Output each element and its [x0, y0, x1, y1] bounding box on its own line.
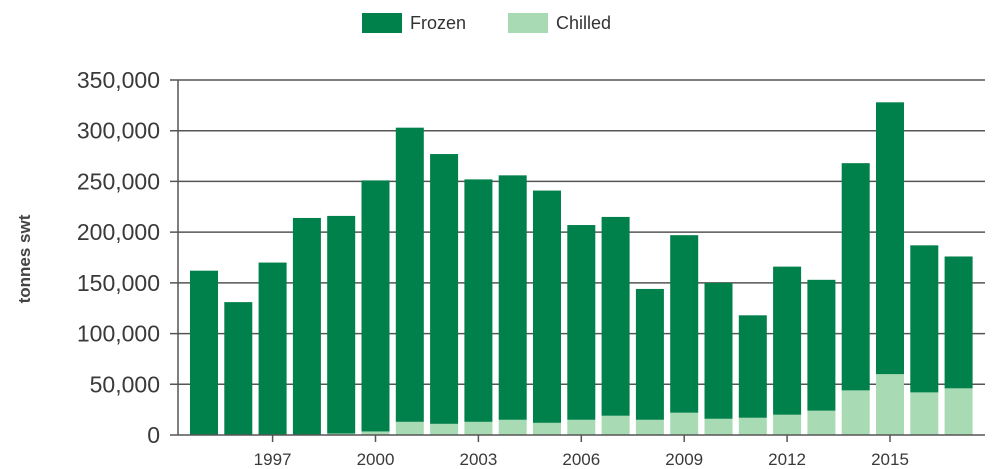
bar-frozen-2015: [876, 102, 904, 375]
bar-chilled-2006: [567, 419, 596, 435]
y-tick-label: 350,000: [77, 67, 160, 93]
bar-chilled-2002: [430, 423, 459, 435]
legend-swatch-chilled: [508, 13, 548, 33]
y-tick-label: 100,000: [77, 321, 160, 347]
bar-chilled-2015: [876, 374, 904, 435]
bar-frozen-2001: [395, 127, 424, 422]
bar-chilled-2005: [533, 422, 561, 435]
y-tick-label: 200,000: [77, 219, 160, 245]
bar-chilled-2003: [464, 421, 493, 435]
bar-chilled-2017: [944, 388, 973, 435]
legend-label-chilled: Chilled: [556, 13, 611, 33]
bar-frozen-2004: [498, 175, 527, 420]
x-tick-label: 1997: [254, 450, 292, 469]
x-tick-label: 2009: [665, 450, 703, 469]
bar-frozen-2014: [841, 163, 870, 391]
bar-chilled-2014: [841, 390, 870, 435]
y-tick-label: 0: [147, 422, 160, 448]
bar-frozen-1999: [327, 215, 356, 434]
legend-swatch-frozen: [362, 13, 402, 33]
y-tick-label: 50,000: [90, 371, 160, 397]
bar-frozen-2009: [670, 235, 699, 413]
bar-chilled-2013: [807, 410, 836, 435]
y-tick-label: 250,000: [77, 168, 160, 194]
y-tick-label: 300,000: [77, 118, 160, 144]
x-tick-label: 2006: [562, 450, 600, 469]
bar-frozen-2003: [464, 179, 493, 422]
bar-frozen-2016: [910, 245, 939, 393]
y-axis-label: tonnes swt: [15, 214, 34, 303]
legend: Frozen Chilled: [362, 13, 611, 33]
x-tick-label: 2003: [459, 450, 497, 469]
x-tick-label: 2000: [357, 450, 395, 469]
bar-frozen-2011: [738, 315, 767, 418]
bars: [190, 102, 973, 435]
bar-chilled-2012: [773, 414, 802, 435]
bar-frozen-2005: [533, 190, 561, 423]
bar-frozen-1995: [190, 270, 218, 435]
bar-frozen-2007: [601, 216, 630, 416]
bar-chilled-2008: [635, 419, 664, 435]
x-axis-ticks: 1997 2000 2003 2006 2009 2012 2015: [254, 435, 909, 469]
bar-frozen-1997: [258, 262, 287, 435]
bar-chilled-2007: [601, 415, 630, 435]
bar-frozen-2010: [704, 282, 733, 419]
x-tick-label: 2015: [871, 450, 909, 469]
bar-frozen-2006: [567, 225, 596, 420]
y-tick-label: 150,000: [77, 270, 160, 296]
bar-chilled-2009: [670, 412, 699, 435]
bar-frozen-2013: [807, 279, 836, 411]
y-axis-ticks: 0 50,000 100,000 150,000 200,000 250,000 300,0…: [77, 67, 160, 448]
x-tick-label: 2012: [768, 450, 806, 469]
bar-frozen-2002: [430, 154, 459, 424]
legend-label-frozen: Frozen: [410, 13, 466, 33]
bar-frozen-2017: [944, 256, 973, 389]
bar-frozen-1998: [292, 217, 321, 435]
bar-frozen-2012: [773, 266, 802, 415]
bar-chilled-2004: [498, 419, 527, 435]
bar-frozen-2000: [361, 180, 390, 432]
bar-chilled-2011: [738, 417, 767, 435]
bar-chilled-2000: [361, 431, 390, 435]
bar-frozen-1996: [224, 302, 253, 435]
bar-chilled-2010: [704, 418, 733, 435]
bar-frozen-2008: [635, 288, 664, 420]
bar-chilled-2001: [395, 421, 424, 435]
bar-chilled-2016: [910, 392, 939, 435]
bar-chilled-1999: [327, 433, 356, 435]
